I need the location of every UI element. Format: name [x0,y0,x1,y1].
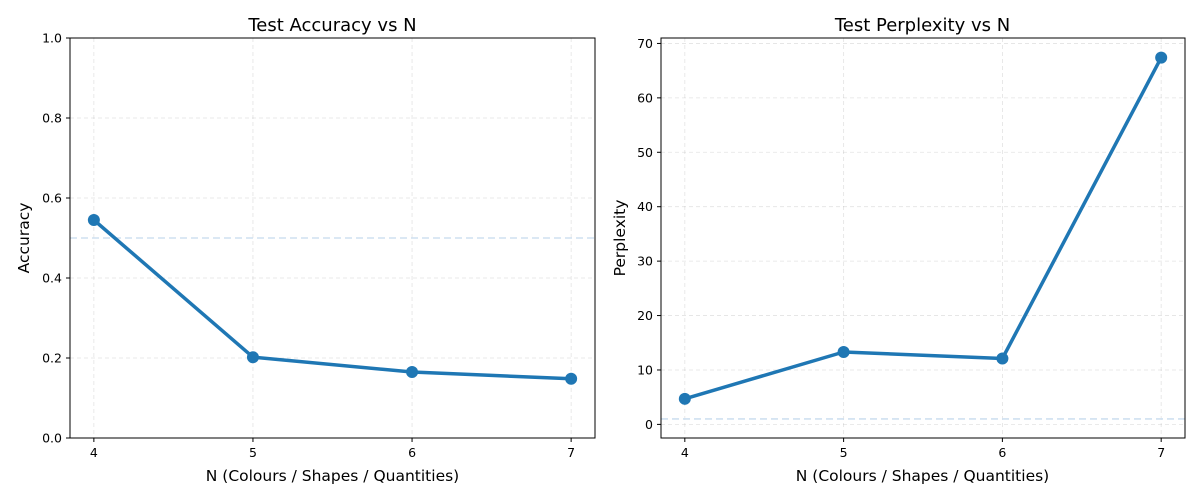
accuracy-data-point [87,214,100,226]
perplexity-y-axis-label: Perplexity [611,200,629,277]
perplexity-y-tick-label: 10 [637,362,653,377]
accuracy-y-tick-label: 1.0 [42,31,62,46]
accuracy-y-tick-label: 0.8 [42,111,62,126]
accuracy-x-tick-label: 4 [90,445,98,460]
accuracy-y-tick-label: 0.6 [42,191,62,206]
perplexity-x-tick-label: 4 [681,445,689,460]
accuracy-data-point [246,351,259,364]
perplexity-x-tick-label: 5 [840,445,848,460]
perplexity-grid [661,38,1185,438]
perplexity-axes-frame [660,37,1186,439]
perplexity-y-tick-label: 60 [637,90,653,105]
accuracy-data-point [565,372,578,385]
perplexity-x-tick-label: 7 [1157,445,1165,460]
perplexity-y-tick-label: 40 [637,199,653,214]
accuracy-y-tick-label: 0.2 [42,351,62,366]
perplexity-y-tick-label: 50 [637,145,653,160]
perplexity-x-tick-label: 6 [998,445,1006,460]
accuracy-panel: Test Accuracy vs N N (Colours / Shapes /… [15,15,596,485]
perplexity-y-tick-label: 20 [637,308,653,323]
perplexity-y-tick-label: 0 [645,417,653,432]
accuracy-x-tick-label: 5 [249,445,257,460]
perplexity-data-point [837,346,850,359]
perplexity-y-tick-label: 70 [637,36,653,51]
accuracy-x-tick-label: 6 [408,445,416,460]
perplexity-x-axis-label: N (Colours / Shapes / Quantities) [796,467,1049,485]
accuracy-ticks: 4 5 6 7 0.0 0.2 0.4 0.6 0.8 1.0 [42,31,575,461]
perplexity-y-tick-label: 30 [637,254,653,269]
accuracy-x-tick-label: 7 [567,445,575,460]
perplexity-data-point [996,352,1009,365]
perplexity-chart-title: Test Perplexity vs N [834,15,1010,36]
accuracy-y-tick-label: 0.4 [42,271,62,286]
accuracy-y-tick-label: 0.0 [42,431,62,446]
perplexity-data-point [1155,51,1168,64]
accuracy-chart-title: Test Accuracy vs N [247,15,416,36]
accuracy-series-line [92,218,573,381]
perplexity-data-point [678,392,691,405]
accuracy-y-axis-label: Accuracy [15,203,33,274]
perplexity-panel: Test Perplexity vs N N (Colours / Shapes… [611,15,1186,485]
accuracy-axes-frame [69,37,596,439]
accuracy-x-axis-label: N (Colours / Shapes / Quantities) [206,467,459,485]
perplexity-series-line [683,55,1163,401]
accuracy-data-point [406,366,419,378]
